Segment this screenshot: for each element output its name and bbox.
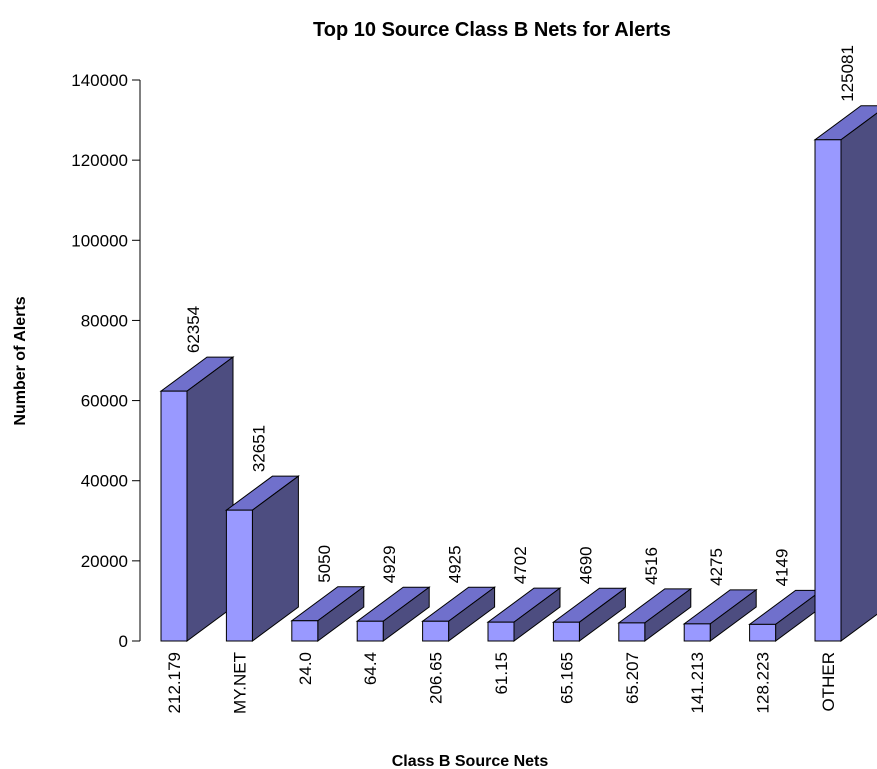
value-label: 5050 — [315, 545, 334, 583]
x-tick-label: 212.179 — [165, 652, 184, 713]
value-label: 125081 — [838, 45, 857, 102]
bar — [291, 620, 319, 642]
chart-title: Top 10 Source Class B Nets for Alerts — [313, 19, 671, 41]
bar — [749, 623, 777, 642]
x-tick-label: 128.223 — [754, 652, 773, 713]
x-tick-label: OTHER — [819, 652, 838, 712]
y-tick-label: 80000 — [81, 311, 128, 330]
x-axis-label: Class B Source Nets — [392, 753, 549, 769]
value-label: 4690 — [576, 546, 595, 584]
y-tick-label: 120000 — [71, 151, 128, 170]
value-label: 4702 — [511, 546, 530, 584]
bar — [683, 623, 711, 642]
value-label: 62354 — [184, 306, 203, 353]
value-label: 4925 — [446, 545, 465, 583]
value-label: 4149 — [773, 549, 792, 587]
x-tick-label: 64.4 — [361, 652, 380, 685]
x-tick-label: 24.0 — [296, 652, 315, 685]
y-tick-label: 20000 — [81, 552, 128, 571]
x-tick-label: 65.207 — [623, 652, 642, 704]
x-tick-label: MY.NET — [230, 652, 249, 714]
x-tick-label: 61.15 — [492, 652, 511, 695]
value-label: 4929 — [380, 545, 399, 583]
bar — [487, 621, 515, 642]
x-tick-label: 141.213 — [688, 652, 707, 713]
bar — [422, 620, 450, 642]
bar — [814, 139, 842, 642]
y-tick-label: 140000 — [71, 71, 128, 90]
value-label: 4516 — [642, 547, 661, 585]
value-label: 32651 — [249, 425, 268, 472]
y-tick-label: 40000 — [81, 472, 128, 491]
bar — [160, 390, 188, 642]
x-tick-label: 65.165 — [557, 652, 576, 704]
y-axis-label: Number of Alerts — [12, 296, 29, 425]
bar-side — [840, 112, 877, 642]
bar — [225, 509, 253, 642]
y-tick-label: 0 — [119, 632, 128, 651]
y-tick-label: 100000 — [71, 231, 128, 250]
bar — [552, 621, 580, 642]
x-tick-label: 206.65 — [427, 652, 446, 704]
value-label: 4275 — [707, 548, 726, 586]
bar — [618, 622, 646, 642]
y-tick-label: 60000 — [81, 392, 128, 411]
bar — [356, 620, 384, 642]
